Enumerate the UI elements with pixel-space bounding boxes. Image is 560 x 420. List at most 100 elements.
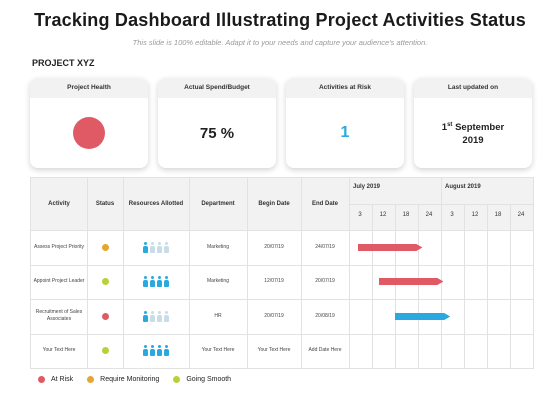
activity-name: Appoint Project Leader — [33, 278, 85, 285]
week-divider — [487, 204, 488, 368]
person-icon — [157, 241, 162, 253]
page-subtitle: This slide is 100% editable. Adapt it to… — [132, 38, 428, 47]
person-icon — [164, 310, 169, 322]
project-health-card: Project Health — [30, 78, 148, 168]
header-resources: Resources Allotted — [128, 201, 184, 207]
legend-label: Going Smooth — [186, 376, 232, 383]
timeline-bar — [358, 243, 423, 251]
activities-at-risk-card: Activities at Risk 1 — [286, 78, 404, 168]
resources-people — [143, 345, 169, 357]
person-icon — [150, 310, 155, 322]
end-date: Add Date Here — [308, 347, 342, 354]
week-label: 18 — [402, 212, 410, 218]
spend-budget-value: 75 % — [199, 124, 235, 142]
begin-date: 12/07/19 — [264, 278, 284, 285]
person-icon — [150, 345, 155, 357]
column-divider — [301, 178, 302, 368]
column-divider — [123, 178, 124, 368]
row-divider — [31, 299, 533, 300]
activity-name: Your Text Here — [42, 347, 76, 354]
week-label: 3 — [358, 212, 362, 218]
date-year: 2019 — [462, 134, 484, 146]
last-updated-date: 1st September 2019 — [442, 119, 504, 146]
end-date: 24/07/19 — [315, 243, 335, 250]
page-title: Tracking Dashboard Illustrating Project … — [34, 10, 526, 30]
column-divider — [189, 178, 190, 368]
person-icon — [150, 276, 155, 288]
department: Marketing — [207, 278, 229, 285]
resources-cell — [123, 299, 189, 334]
month-august: August 2019 — [445, 184, 481, 190]
week-divider — [395, 204, 396, 368]
person-icon — [164, 241, 169, 253]
person-icon — [143, 241, 148, 253]
status-cell — [87, 230, 123, 265]
begin-date: 20/07/19 — [264, 312, 284, 319]
person-icon — [164, 345, 169, 357]
person-icon — [164, 276, 169, 288]
card-label: Project Health — [30, 78, 148, 98]
header-activity: Activity — [48, 201, 70, 207]
person-icon — [157, 276, 162, 288]
person-icon — [143, 310, 148, 322]
legend-label: At Risk — [51, 376, 74, 383]
resources-cell — [123, 265, 189, 300]
column-divider — [87, 178, 88, 368]
status-dot — [101, 347, 109, 355]
week-label: 3 — [450, 212, 454, 218]
row-divider — [31, 264, 533, 266]
activity-name: Assess Project Priority — [33, 243, 84, 250]
week-label: 18 — [494, 212, 502, 218]
column-divider — [349, 178, 350, 368]
end-date: 20/07/19 — [315, 278, 335, 285]
activity-name: Recruitment of Sales Associates — [35, 309, 83, 323]
last-updated-card: Last updated on 1st September 2019 — [414, 78, 532, 168]
health-status-indicator — [73, 117, 105, 149]
legend-dot — [87, 376, 95, 383]
row-divider — [31, 333, 533, 335]
table-header — [31, 178, 349, 230]
legend-dot — [173, 376, 181, 383]
week-label: 24 — [517, 212, 525, 218]
date-day: 1 — [441, 122, 448, 134]
card-label: Last updated on — [414, 78, 532, 98]
card-label: Activities at Risk — [286, 78, 404, 98]
status-dot — [101, 312, 109, 320]
activities-table: Activity Status Resources Allotted Depar… — [30, 177, 534, 369]
week-label: 24 — [425, 212, 433, 218]
department: HR — [214, 312, 222, 319]
timeline-bar — [378, 278, 444, 286]
resources-cell — [123, 334, 189, 369]
department: Marketing — [207, 243, 229, 250]
person-icon — [143, 276, 148, 288]
header-begin-date: Begin Date — [258, 201, 290, 207]
week-label: 12 — [379, 212, 387, 218]
person-icon — [150, 241, 155, 253]
week-label: 12 — [471, 212, 479, 218]
month-july: July 2019 — [353, 184, 381, 190]
header-status: Status — [95, 201, 115, 207]
person-icon — [157, 310, 162, 322]
legend-label: Require Monitoring — [100, 376, 160, 383]
column-divider — [247, 178, 248, 368]
person-icon — [157, 345, 162, 357]
legend-item-risk: At Risk — [38, 376, 73, 383]
row-divider — [31, 230, 533, 231]
timeline-bar — [395, 312, 451, 320]
header-department: Department — [201, 201, 235, 207]
status-legend: At Risk Require Monitoring Going Smooth — [38, 376, 245, 383]
spend-budget-card: Actual Spend/Budget 75 % — [158, 78, 276, 168]
resources-people — [143, 241, 169, 253]
week-divider — [441, 178, 442, 368]
status-dot — [101, 278, 109, 286]
legend-dot — [38, 376, 45, 383]
date-ordinal: st — [447, 122, 453, 129]
legend-item-smooth: Going Smooth — [173, 376, 231, 383]
resources-people — [143, 310, 169, 322]
department: Your Text Here — [201, 347, 235, 354]
status-dot — [101, 243, 109, 251]
legend-item-monitoring: Require Monitoring — [87, 376, 159, 383]
status-cell — [87, 334, 123, 369]
project-name: PROJECT XYZ — [32, 58, 95, 68]
end-date: 20/08/19 — [315, 312, 335, 319]
